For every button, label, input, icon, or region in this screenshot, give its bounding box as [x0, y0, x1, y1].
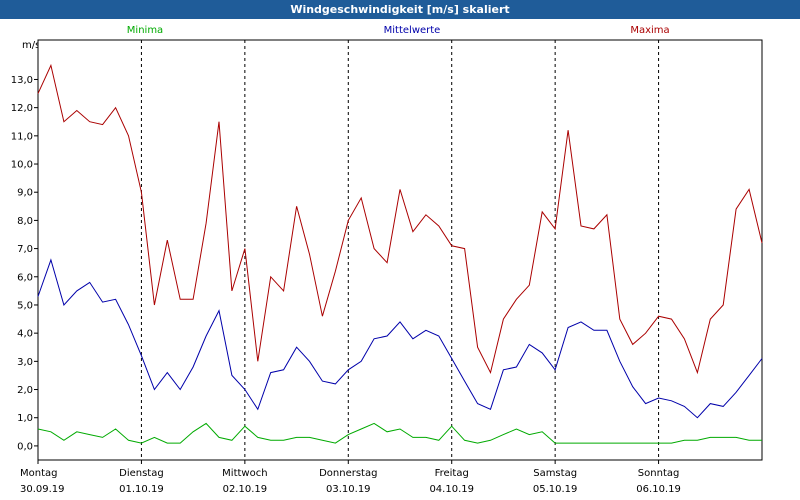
x-tick-day-date: 02.10.19 [223, 484, 268, 495]
x-tick-day-date: 03.10.19 [326, 484, 371, 495]
x-tick-day-date: 04.10.19 [429, 484, 474, 495]
y-tick-label: 5,0 [17, 300, 33, 311]
y-tick-label: 6,0 [17, 272, 33, 283]
y-tick-label: 1,0 [17, 413, 33, 424]
x-tick-day-name: Sonntag [638, 468, 680, 479]
plot-frame [37, 39, 763, 461]
legend-mittelwerte: Mittelwerte [383, 25, 441, 36]
y-tick-label: 10,0 [11, 160, 33, 171]
y-tick-label: 11,0 [11, 131, 33, 142]
x-tick-day-date: 30.09.19 [20, 484, 65, 495]
x-tick-day-name: Donnerstag [319, 468, 377, 479]
y-tick-label: 12,0 [11, 103, 33, 114]
chart-title: Windgeschwindigkeit [m/s] skaliert [0, 0, 800, 19]
y-axis-unit: m/s [22, 40, 41, 51]
y-tick-label: 0,0 [17, 441, 33, 452]
x-tick-day-name: Dienstag [119, 468, 164, 479]
y-tick-label: 3,0 [17, 357, 33, 368]
x-tick-day-name: Samstag [533, 468, 577, 479]
x-tick-day-name: Montag [20, 468, 57, 479]
x-tick-day-date: 05.10.19 [533, 484, 578, 495]
series-line-minima [37, 422, 762, 444]
legend-maxima: Maxima [630, 25, 670, 36]
y-tick-label: 8,0 [17, 216, 33, 227]
y-tick-label: 4,0 [17, 329, 33, 340]
x-tick-day-date: 06.10.19 [636, 484, 681, 495]
y-tick-label: 13,0 [11, 75, 33, 86]
y-tick-label: 9,0 [17, 188, 33, 199]
series-line-mittelwerte [37, 258, 763, 419]
x-tick-day-name: Mittwoch [222, 468, 267, 479]
x-tick-day-name: Freitag [435, 468, 469, 479]
y-tick-label: 7,0 [17, 244, 33, 255]
series-line-maxima [37, 63, 763, 375]
x-tick-day-date: 01.10.19 [119, 484, 164, 495]
legend-minima: Minima [126, 25, 164, 36]
y-tick-label: 2,0 [17, 385, 33, 396]
